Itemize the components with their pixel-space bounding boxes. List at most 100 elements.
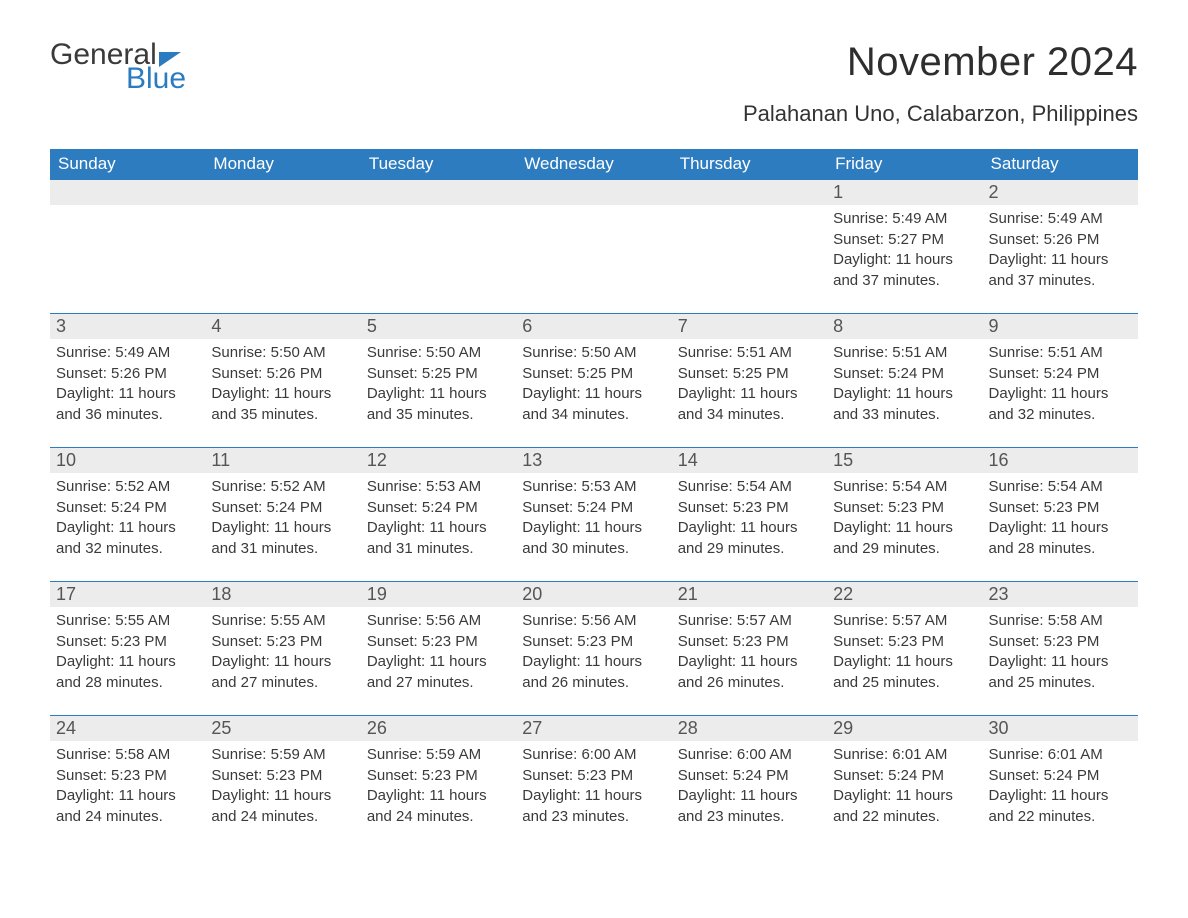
- calendar-cell: 20Sunrise: 5:56 AMSunset: 5:23 PMDayligh…: [516, 581, 671, 715]
- calendar-cell: 14Sunrise: 5:54 AMSunset: 5:23 PMDayligh…: [672, 447, 827, 581]
- sunrise-line: Sunrise: 5:59 AM: [211, 745, 354, 766]
- calendar-cell-empty: [205, 179, 360, 313]
- calendar-cell-empty: [361, 179, 516, 313]
- sunset-line: Sunset: 5:24 PM: [989, 364, 1132, 385]
- calendar-cell: 25Sunrise: 5:59 AMSunset: 5:23 PMDayligh…: [205, 715, 360, 849]
- daylight-line: Daylight: 11 hours and 25 minutes.: [989, 652, 1132, 693]
- sunrise-line: Sunrise: 5:58 AM: [56, 745, 199, 766]
- sunrise-line: Sunrise: 5:49 AM: [56, 343, 199, 364]
- sunset-line: Sunset: 5:24 PM: [678, 766, 821, 787]
- sunrise-line: Sunrise: 6:01 AM: [833, 745, 976, 766]
- sunrise-line: Sunrise: 5:54 AM: [678, 477, 821, 498]
- day-details: Sunrise: 5:51 AMSunset: 5:24 PMDaylight:…: [983, 339, 1138, 426]
- day-number: 16: [983, 447, 1138, 473]
- calendar-cell: 11Sunrise: 5:52 AMSunset: 5:24 PMDayligh…: [205, 447, 360, 581]
- day-number: 27: [516, 715, 671, 741]
- day-number: 10: [50, 447, 205, 473]
- daylight-line: Daylight: 11 hours and 36 minutes.: [56, 384, 199, 425]
- sunset-line: Sunset: 5:24 PM: [211, 498, 354, 519]
- day-details: Sunrise: 5:59 AMSunset: 5:23 PMDaylight:…: [205, 741, 360, 828]
- daylight-line: Daylight: 11 hours and 22 minutes.: [833, 786, 976, 827]
- daylight-line: Daylight: 11 hours and 26 minutes.: [678, 652, 821, 693]
- day-number: 17: [50, 581, 205, 607]
- day-details: Sunrise: 5:55 AMSunset: 5:23 PMDaylight:…: [205, 607, 360, 694]
- daylight-line: Daylight: 11 hours and 27 minutes.: [367, 652, 510, 693]
- day-details: Sunrise: 5:53 AMSunset: 5:24 PMDaylight:…: [361, 473, 516, 560]
- sunset-line: Sunset: 5:23 PM: [678, 498, 821, 519]
- day-details: Sunrise: 6:01 AMSunset: 5:24 PMDaylight:…: [827, 741, 982, 828]
- daylight-line: Daylight: 11 hours and 23 minutes.: [678, 786, 821, 827]
- daylight-line: Daylight: 11 hours and 25 minutes.: [833, 652, 976, 693]
- calendar-cell-empty: [516, 179, 671, 313]
- calendar-cell: 28 Sunrise: 6:00 AMSunset: 5:24 PMDayligh…: [672, 715, 827, 849]
- day-number: [672, 179, 827, 205]
- sunset-line: Sunset: 5:23 PM: [989, 632, 1132, 653]
- sunset-line: Sunset: 5:23 PM: [367, 632, 510, 653]
- sunrise-line: Sunrise: 5:49 AM: [833, 209, 976, 230]
- day-number: 2: [983, 179, 1138, 205]
- day-number: 28: [672, 715, 827, 741]
- day-number: 26: [361, 715, 516, 741]
- sunset-line: Sunset: 5:26 PM: [989, 230, 1132, 251]
- sunset-line: Sunset: 5:23 PM: [211, 632, 354, 653]
- day-number: 18: [205, 581, 360, 607]
- day-number: 5: [361, 313, 516, 339]
- calendar-cell: 26Sunrise: 5:59 AMSunset: 5:23 PMDayligh…: [361, 715, 516, 849]
- daylight-line: Daylight: 11 hours and 35 minutes.: [211, 384, 354, 425]
- day-details: Sunrise: 5:49 AMSunset: 5:26 PMDaylight:…: [50, 339, 205, 426]
- day-details: Sunrise: 5:52 AMSunset: 5:24 PMDaylight:…: [50, 473, 205, 560]
- day-details: Sunrise: 5:49 AMSunset: 5:27 PMDaylight:…: [827, 205, 982, 292]
- sunrise-line: Sunrise: 5:58 AM: [989, 611, 1132, 632]
- daylight-line: Daylight: 11 hours and 33 minutes.: [833, 384, 976, 425]
- daylight-line: Daylight: 11 hours and 32 minutes.: [989, 384, 1132, 425]
- daylight-line: Daylight: 11 hours and 37 minutes.: [833, 250, 976, 291]
- daylight-line: Daylight: 11 hours and 31 minutes.: [211, 518, 354, 559]
- calendar-row: 10Sunrise: 5:52 AMSunset: 5:24 PMDayligh…: [50, 447, 1138, 581]
- weekday-header: Monday: [205, 149, 360, 179]
- day-details: Sunrise: 5:52 AMSunset: 5:24 PMDaylight:…: [205, 473, 360, 560]
- day-details: Sunrise: 5:50 AMSunset: 5:25 PMDaylight:…: [361, 339, 516, 426]
- calendar-cell: 21Sunrise: 5:57 AMSunset: 5:23 PMDayligh…: [672, 581, 827, 715]
- sunrise-line: Sunrise: 5:56 AM: [367, 611, 510, 632]
- day-number: [516, 179, 671, 205]
- day-number: 25: [205, 715, 360, 741]
- daylight-line: Daylight: 11 hours and 28 minutes.: [989, 518, 1132, 559]
- sunrise-line: Sunrise: 5:57 AM: [678, 611, 821, 632]
- sunset-line: Sunset: 5:23 PM: [522, 766, 665, 787]
- day-details: Sunrise: 5:54 AMSunset: 5:23 PMDaylight:…: [672, 473, 827, 560]
- day-number: 8: [827, 313, 982, 339]
- day-details: Sunrise: 6:01 AMSunset: 5:24 PMDaylight:…: [983, 741, 1138, 828]
- daylight-line: Daylight: 11 hours and 30 minutes.: [522, 518, 665, 559]
- calendar-row: 3Sunrise: 5:49 AMSunset: 5:26 PMDaylight…: [50, 313, 1138, 447]
- sunset-line: Sunset: 5:23 PM: [833, 632, 976, 653]
- daylight-line: Daylight: 11 hours and 24 minutes.: [367, 786, 510, 827]
- daylight-line: Daylight: 11 hours and 27 minutes.: [211, 652, 354, 693]
- day-number: 24: [50, 715, 205, 741]
- sunrise-line: Sunrise: 5:50 AM: [211, 343, 354, 364]
- daylight-line: Daylight: 11 hours and 32 minutes.: [56, 518, 199, 559]
- calendar-cell: 27Sunrise: 6:00 AMSunset: 5:23 PMDayligh…: [516, 715, 671, 849]
- calendar-cell: 15Sunrise: 5:54 AMSunset: 5:23 PMDayligh…: [827, 447, 982, 581]
- sunset-line: Sunset: 5:23 PM: [367, 766, 510, 787]
- day-details: Sunrise: 5:56 AMSunset: 5:23 PMDaylight:…: [361, 607, 516, 694]
- calendar-cell: 17Sunrise: 5:55 AMSunset: 5:23 PMDayligh…: [50, 581, 205, 715]
- sunrise-line: Sunrise: 6:00 AM: [678, 745, 821, 766]
- calendar-row: 1Sunrise: 5:49 AMSunset: 5:27 PMDaylight…: [50, 179, 1138, 313]
- day-details: Sunrise: 5:57 AMSunset: 5:23 PMDaylight:…: [827, 607, 982, 694]
- calendar-row: 17Sunrise: 5:55 AMSunset: 5:23 PMDayligh…: [50, 581, 1138, 715]
- daylight-line: Daylight: 11 hours and 28 minutes.: [56, 652, 199, 693]
- calendar-cell: 1Sunrise: 5:49 AMSunset: 5:27 PMDaylight…: [827, 179, 982, 313]
- sunrise-line: Sunrise: 5:53 AM: [367, 477, 510, 498]
- calendar-cell: 13Sunrise: 5:53 AMSunset: 5:24 PMDayligh…: [516, 447, 671, 581]
- day-number: [205, 179, 360, 205]
- sunrise-line: Sunrise: 5:49 AM: [989, 209, 1132, 230]
- calendar-table: SundayMondayTuesdayWednesdayThursdayFrid…: [50, 149, 1138, 849]
- calendar-cell: 3Sunrise: 5:49 AMSunset: 5:26 PMDaylight…: [50, 313, 205, 447]
- day-details: Sunrise: 5:50 AMSunset: 5:25 PMDaylight:…: [516, 339, 671, 426]
- weekday-header: Wednesday: [516, 149, 671, 179]
- daylight-line: Daylight: 11 hours and 23 minutes.: [522, 786, 665, 827]
- day-details: Sunrise: 5:49 AMSunset: 5:26 PMDaylight:…: [983, 205, 1138, 292]
- logo-text-blue: Blue: [126, 64, 186, 94]
- weekday-header: Tuesday: [361, 149, 516, 179]
- day-number: 6: [516, 313, 671, 339]
